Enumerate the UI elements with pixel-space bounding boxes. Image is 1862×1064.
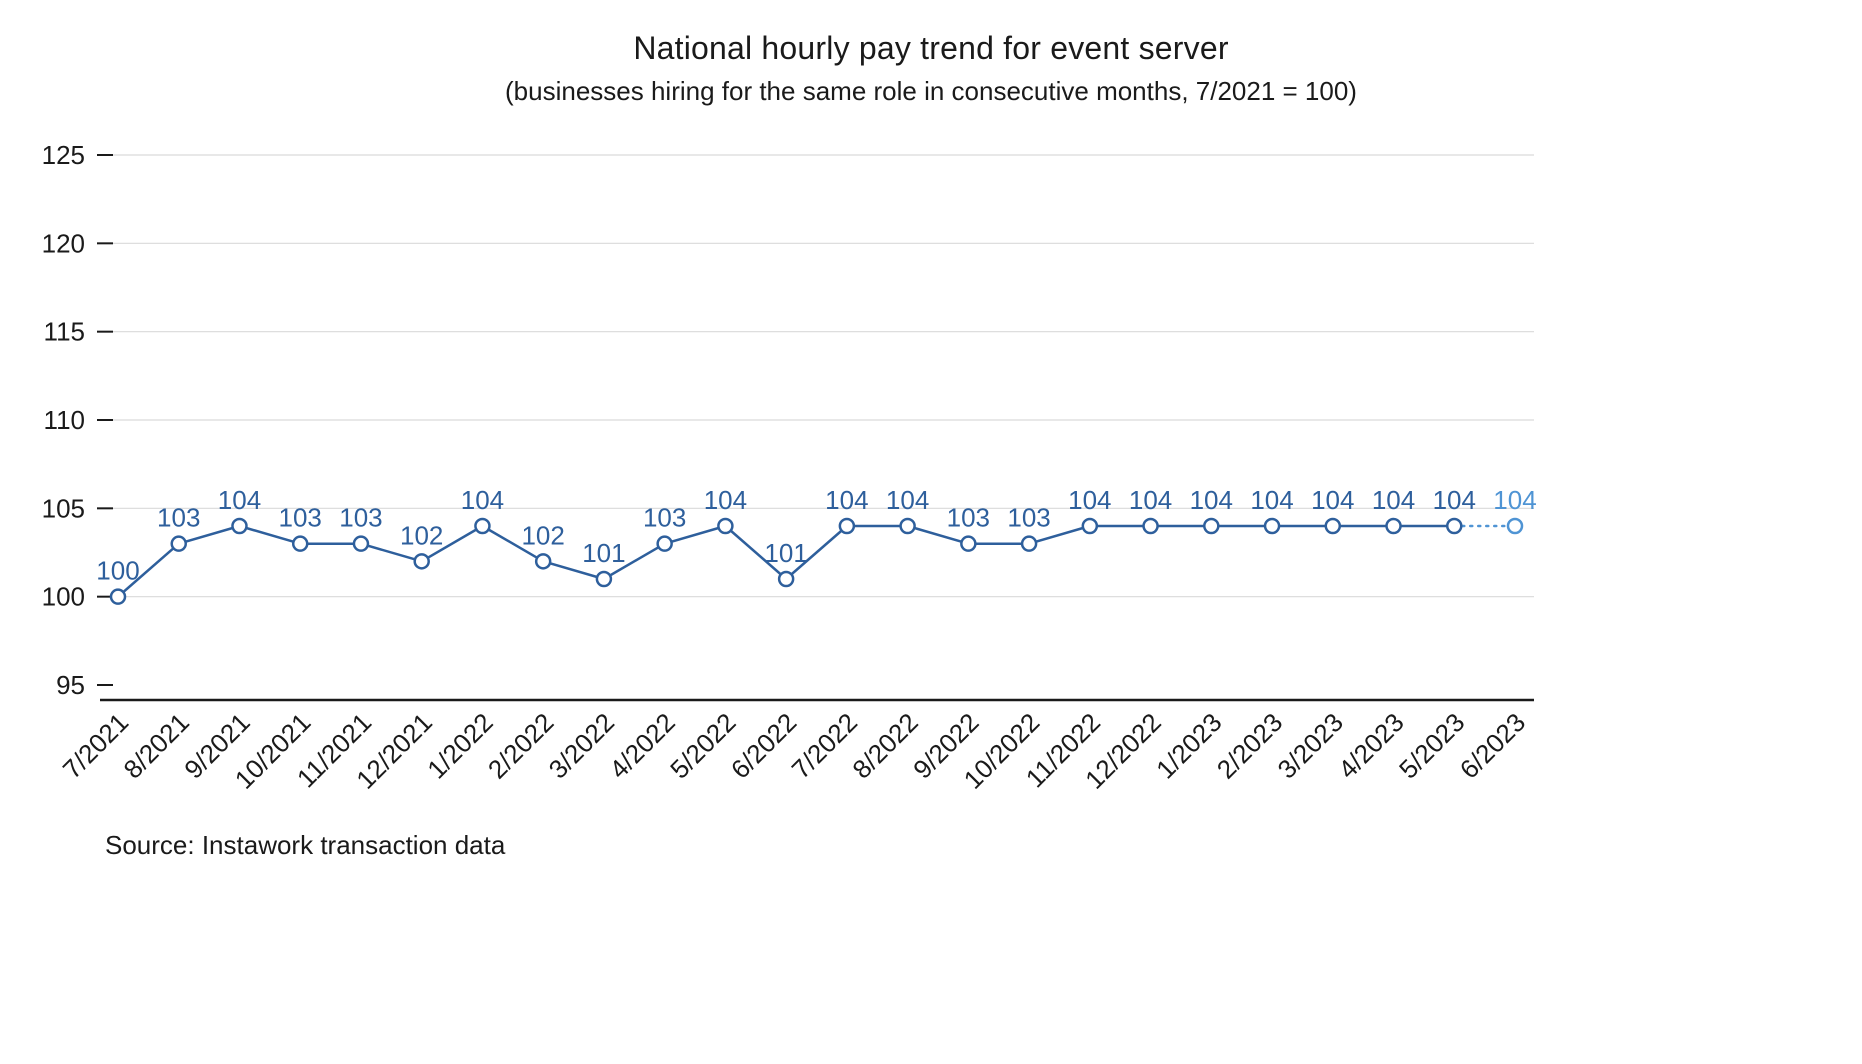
data-point-marker [656,535,673,552]
data-point-label: 104 [1250,485,1293,515]
chart-subtitle: (businesses hiring for the same role in … [505,76,1357,106]
data-point-label: 104 [825,485,868,515]
data-point-marker [1506,517,1524,535]
data-point-label: 104 [1068,485,1111,515]
data-point-label: 104 [1372,485,1415,515]
x-axis-label: 3/2022 [543,707,620,784]
data-point-label: 104 [218,485,261,515]
chart-title: National hourly pay trend for event serv… [633,30,1229,66]
data-point-label: 104 [1311,485,1354,515]
data-point-label: 104 [1493,485,1536,515]
data-point-label: 100 [96,556,139,586]
x-axis-label: 2/2023 [1211,707,1288,784]
data-point-label: 104 [1129,485,1172,515]
x-axis-label: 6/2022 [725,707,802,784]
x-axis-label: 2/2022 [482,707,559,784]
data-point-label: 103 [1007,503,1050,533]
x-axis-label: 6/2023 [1454,707,1531,784]
data-point-label: 102 [400,520,443,550]
x-axis-label: 5/2022 [664,707,741,784]
data-point-marker [595,570,613,588]
source-note: Source: Instawork transaction data [105,830,506,860]
data-point-label: 103 [947,503,990,533]
y-axis-label: 120 [42,228,85,258]
data-point-marker [1203,517,1220,535]
data-point-marker [1385,517,1402,535]
data-point-label: 102 [521,520,564,550]
y-axis-label: 100 [42,582,85,612]
data-point-marker [777,570,795,588]
x-axis-label: 7/2022 [786,707,863,784]
data-point-marker [474,517,491,535]
data-point-marker [352,535,370,552]
data-point-marker [1446,517,1463,535]
y-axis-label: 125 [42,140,85,170]
data-point-marker [717,517,734,535]
data-point-marker [109,588,127,605]
data-point-marker [1324,517,1342,535]
data-point-label: 104 [1190,485,1233,515]
data-point-marker [1020,535,1038,552]
x-axis-label: 3/2023 [1272,707,1349,784]
data-point-marker [170,535,187,552]
y-axis-label: 115 [44,317,85,347]
data-point-label: 101 [764,538,807,568]
data-point-marker [1142,517,1159,535]
data-point-label: 104 [461,485,504,515]
x-axis-label: 4/2023 [1332,707,1409,784]
x-axis-label: 7/2021 [57,707,134,784]
data-point-label: 103 [157,503,200,533]
data-point-label: 103 [339,503,382,533]
data-point-marker [534,553,552,570]
y-axis-label: 95 [56,670,85,700]
x-axis-label: 8/2021 [118,707,195,784]
data-point-label: 101 [582,538,625,568]
data-point-marker [899,517,916,535]
data-point-marker [413,553,430,570]
data-point-marker [960,535,977,552]
x-axis-label: 4/2022 [603,707,680,784]
data-point-marker [1263,517,1281,535]
data-point-label: 104 [704,485,747,515]
data-point-marker [291,535,309,552]
data-point-marker [231,517,248,535]
x-axis-label: 1/2023 [1150,707,1227,784]
y-axis-label: 110 [44,405,85,435]
x-axis-label: 8/2022 [846,707,923,784]
data-point-label: 103 [643,503,686,533]
data-point-label: 103 [279,503,322,533]
data-point-label: 104 [886,485,929,515]
data-point-label: 104 [1433,485,1476,515]
data-point-marker [1081,517,1099,535]
y-axis-label: 105 [42,493,85,523]
data-point-marker [838,517,856,535]
x-axis-label: 1/2022 [421,707,498,784]
x-axis-label: 5/2023 [1393,707,1470,784]
